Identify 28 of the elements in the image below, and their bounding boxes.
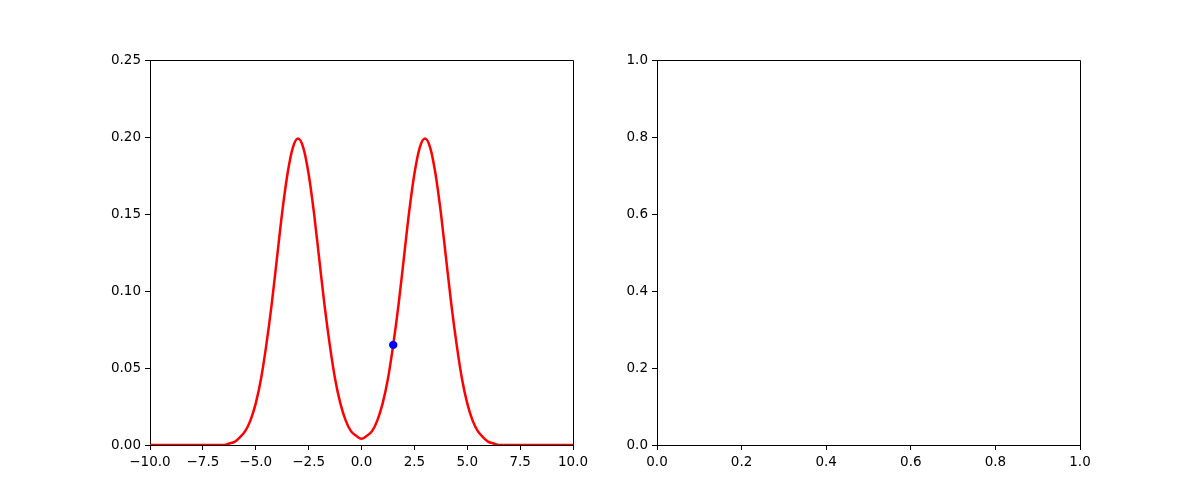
x-tick-label: 5.0: [456, 452, 478, 469]
x-tick-label: −2.5: [292, 452, 326, 469]
x-tick-label: 2.5: [403, 452, 426, 469]
y-tick-label: 0.00: [110, 435, 141, 452]
x-tick-label: 10.0: [557, 452, 589, 469]
y-tick-label: 0.10: [110, 281, 141, 298]
x-tick-label: 0.0: [646, 452, 668, 469]
x-tick-label: 0.4: [815, 452, 837, 469]
x-tick-label: 0.8: [984, 452, 1007, 469]
y-tick-label: 0.2: [626, 358, 648, 375]
y-tick-label: 0.25: [110, 50, 141, 67]
x-tick-label: 0.6: [900, 452, 922, 469]
y-tick-label: 0.15: [110, 204, 141, 221]
x-tick-label: 1.0: [1069, 452, 1091, 469]
y-tick-label: 0.05: [110, 358, 141, 375]
x-tick-label: 0.0: [350, 452, 373, 469]
x-tick-label: 7.5: [509, 452, 531, 469]
x-tick-label: 0.2: [730, 452, 753, 469]
y-tick-label: 0.4: [626, 281, 648, 298]
y-tick-label: 0.20: [110, 127, 141, 144]
line-series: [150, 137, 573, 445]
y-tick-label: 0.0: [626, 435, 648, 452]
x-tick-label: −7.5: [186, 452, 220, 469]
x-tick-label: −5.0: [239, 452, 273, 469]
y-tick-label: 0.6: [626, 204, 648, 221]
x-tick-label: −10.0: [129, 452, 171, 469]
y-tick-label: 1.0: [626, 50, 648, 67]
y-tick-label: 0.8: [626, 127, 648, 144]
